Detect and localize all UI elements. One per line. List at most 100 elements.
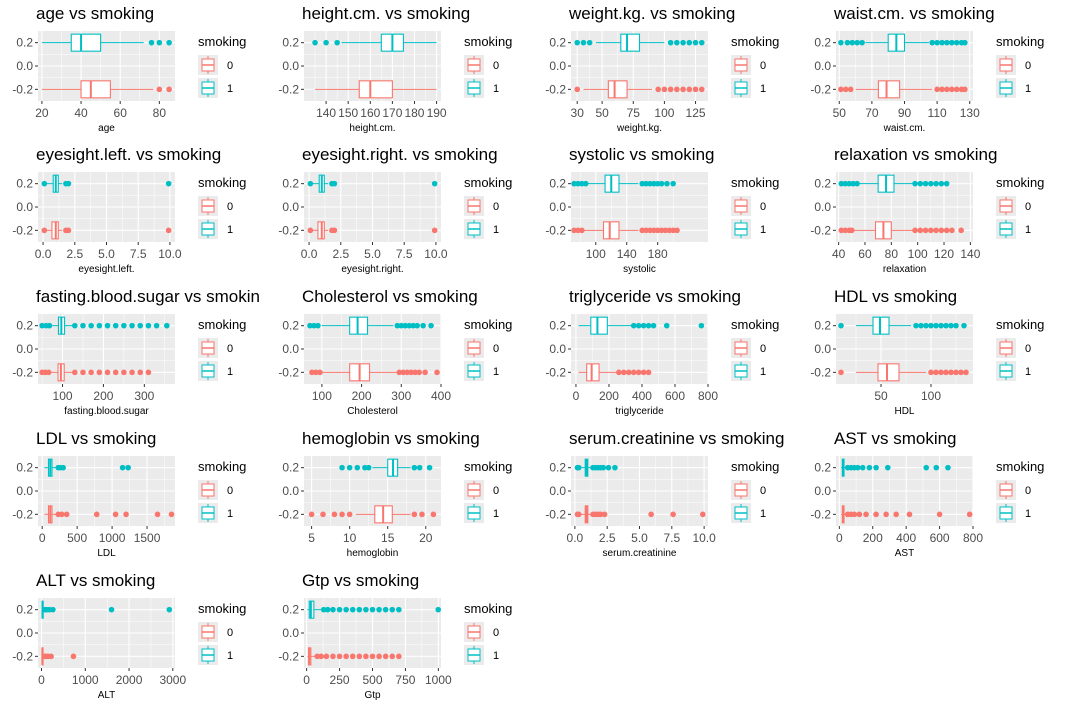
x-axis-label: LDL [97, 548, 116, 559]
outlier-point [575, 227, 581, 234]
outlier-point [575, 511, 582, 518]
x-tick-label: 600 [665, 389, 685, 403]
outlier-point [80, 369, 86, 376]
legend-key-0 [464, 338, 484, 358]
x-axis-label: serum.creatinine [603, 548, 677, 559]
x-tick-label: 40 [832, 247, 846, 261]
legend-label: 0 [1025, 60, 1031, 72]
legend-key-0 [464, 622, 484, 642]
outlier-point [356, 653, 363, 660]
outlier-point [847, 86, 854, 93]
outlier-point [664, 180, 670, 187]
outlier-point [112, 322, 119, 329]
outlier-point [410, 322, 417, 329]
x-tick-label: 60 [858, 247, 872, 261]
legend-label: 0 [1025, 485, 1031, 497]
outlier-point [80, 322, 86, 329]
outlier-point [933, 369, 939, 376]
outlier-point [670, 227, 676, 234]
y-tick-label: 0.0 [814, 200, 831, 214]
legend-label: 0 [1025, 201, 1031, 213]
outlier-point [849, 39, 856, 46]
y-tick-label: 0.2 [549, 36, 566, 50]
outlier-point [363, 606, 369, 613]
y-tick-label: -0.2 [545, 223, 566, 237]
legend-key-0 [731, 338, 751, 358]
boxplot-group-smoking-1 [574, 33, 705, 52]
outlier-point [923, 464, 930, 471]
outlier-point [416, 464, 423, 471]
iqr-box [877, 80, 901, 99]
boxplot-group-smoking-1 [841, 458, 951, 477]
outlier-point [129, 369, 135, 376]
outlier-point [859, 39, 865, 46]
outlier-point [966, 511, 973, 518]
outlier-point [658, 227, 665, 234]
legend-title: smoking [198, 175, 246, 190]
legend-key-1 [464, 219, 484, 239]
outlier-point [662, 227, 669, 234]
legend-label: 0 [1025, 343, 1031, 355]
legend-label: 1 [493, 650, 499, 662]
y-tick-label: 0.2 [549, 319, 566, 333]
panel-title: fasting.blood.sugar vs smokin [36, 287, 260, 306]
boxplot-group-smoking-0 [574, 505, 706, 524]
outlier-point [597, 511, 604, 518]
y-tick-label: -0.2 [810, 365, 831, 379]
y-tick-label: 0.2 [814, 36, 831, 50]
outlier-point [854, 464, 861, 471]
legend-key-1 [464, 645, 484, 665]
outlier-point [854, 39, 861, 46]
outlier-point [680, 86, 686, 93]
boxplot-svg: 0.20.0-0.20.0 2.5 5.0 7.5 10.0eyesight.right… [278, 172, 512, 275]
outlier-point [125, 464, 131, 471]
x-axis-label: triglyceride [615, 406, 664, 417]
outlier-point [953, 369, 959, 376]
outlier-point [838, 227, 845, 234]
x-axis-label: AST [895, 548, 914, 559]
outlier-point [922, 180, 929, 187]
legend-label: 0 [493, 627, 499, 639]
outlier-point [651, 180, 657, 187]
outlier-point [645, 322, 652, 329]
outlier-point [948, 39, 955, 46]
outlier-point [917, 180, 924, 187]
outlier-point [943, 180, 950, 187]
outlier-point [650, 322, 657, 329]
outlier-point [939, 86, 945, 93]
legend-key-1 [731, 219, 751, 239]
y-tick-label: 0.2 [282, 319, 299, 333]
y-tick-label: 0.0 [814, 484, 831, 498]
panel-title: Cholesterol vs smoking [302, 287, 478, 306]
x-tick-label: 0 [836, 531, 843, 545]
x-axis-label: age [98, 123, 115, 134]
outlier-point [50, 606, 56, 613]
outlier-point [933, 464, 940, 471]
x-axis-label: Cholesterol [347, 406, 398, 417]
boxplot-group-smoking-0 [838, 221, 964, 240]
x-tick-label: 10.0 [692, 531, 716, 545]
panel-title: ALT vs smoking [36, 571, 156, 590]
x-tick-label: 800 [698, 389, 718, 403]
legend-key-0 [996, 55, 1016, 75]
legend-title: smoking [996, 175, 1044, 190]
boxplot-group-smoking-0 [44, 505, 175, 524]
boxplot-svg: 0.20.0-0.20.0 2.5 5.0 7.5 10.0serum.creatini… [545, 456, 779, 559]
y-tick-label: 0.2 [282, 461, 299, 475]
boxplot-svg: 0.2 0.0 -0.2 30 50 75 100 125 weight.kg. smoking 0… [545, 31, 779, 134]
legend-label: 1 [227, 366, 233, 378]
y-tick-label: -0.2 [278, 507, 299, 521]
outlier-point [700, 511, 706, 518]
outlier-point [661, 86, 668, 93]
y-tick-label: 0.2 [16, 36, 33, 50]
legend-label: 0 [493, 343, 499, 355]
x-tick-label: 0 [303, 673, 310, 687]
iqr-box [877, 363, 900, 382]
legend-label: 1 [227, 650, 233, 662]
outlier-point [334, 39, 340, 46]
outlier-point [866, 464, 873, 471]
x-tick-label: 2.5 [599, 531, 616, 545]
legend-label: 1 [760, 83, 766, 95]
x-tick-label: 100 [586, 247, 606, 261]
legend-key-0 [198, 55, 218, 75]
